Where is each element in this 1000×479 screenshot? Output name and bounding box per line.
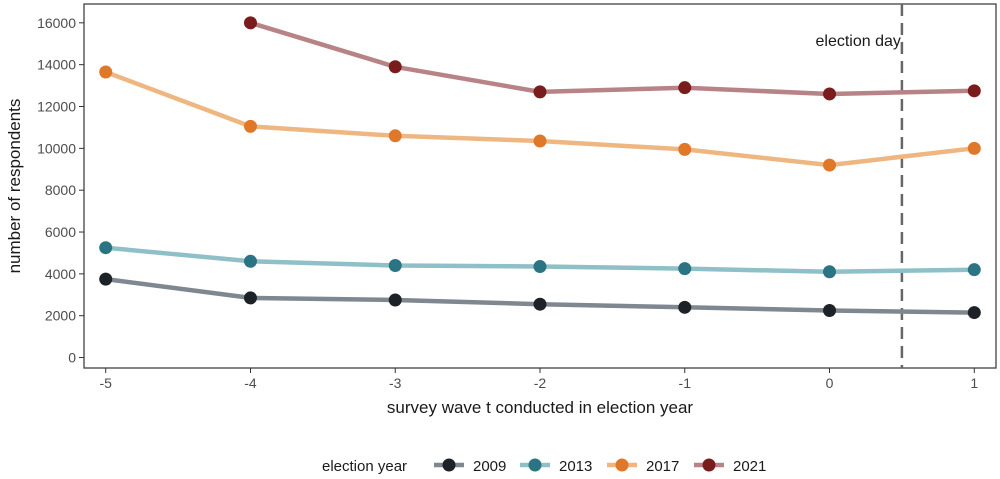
- data-point-2021: [243, 16, 257, 30]
- series-2013: [99, 241, 981, 279]
- x-tick-label: -5: [99, 375, 112, 391]
- y-axis: 0 2000 4000 6000 8000 10000 12000 14000 16000: [37, 15, 84, 366]
- legend-key-point: [702, 458, 716, 472]
- y-tick-label: 2000: [45, 308, 76, 324]
- data-point-2017: [243, 119, 257, 133]
- legend-key-point: [528, 458, 542, 472]
- data-point-2009: [99, 272, 113, 286]
- data-point-2021: [823, 87, 837, 101]
- data-point-2013: [967, 263, 981, 277]
- y-tick-label: 6000: [45, 224, 76, 240]
- y-tick-label: 8000: [45, 182, 76, 198]
- data-point-2021: [678, 81, 692, 95]
- legend: election year 2009 2013 2017 2021: [322, 458, 766, 475]
- x-tick-label: -2: [534, 375, 547, 391]
- y-axis-title: number of respondents: [5, 99, 24, 274]
- legend-label: 2009: [473, 458, 506, 475]
- data-point-2017: [388, 129, 402, 143]
- legend-label: 2017: [646, 458, 679, 475]
- x-tick-label: -4: [244, 375, 257, 391]
- data-point-2013: [243, 254, 257, 268]
- series-2021: [243, 16, 981, 101]
- legend-item-2009: 2009: [434, 458, 506, 475]
- y-tick-label: 4000: [45, 266, 76, 282]
- data-point-2013: [533, 260, 547, 274]
- legend-key-point: [442, 458, 456, 472]
- data-point-2013: [823, 265, 837, 279]
- data-point-2009: [967, 306, 981, 320]
- series-layer: [99, 16, 981, 320]
- series-line-2021: [248, 20, 977, 97]
- y-tick-label: 16000: [37, 15, 76, 31]
- y-tick-label: 12000: [37, 99, 76, 115]
- y-tick-label: 14000: [37, 57, 76, 73]
- legend-title: election year: [322, 458, 407, 475]
- data-point-2017: [678, 142, 692, 156]
- legend-key-point: [615, 458, 629, 472]
- data-point-2021: [388, 60, 402, 74]
- x-axis: -5 -4 -3 -2 -1 0 1: [99, 368, 978, 391]
- election-day-label: election day: [816, 33, 901, 50]
- data-point-2009: [388, 293, 402, 307]
- data-point-2013: [99, 241, 113, 255]
- x-axis-title: survey wave t conducted in election year: [387, 398, 694, 417]
- legend-item-2021: 2021: [694, 458, 766, 475]
- data-point-2013: [388, 258, 402, 272]
- legend-label: 2013: [559, 458, 592, 475]
- legend-label: 2021: [733, 458, 766, 475]
- data-point-2021: [533, 85, 547, 99]
- data-point-2009: [678, 300, 692, 314]
- data-point-2009: [243, 291, 257, 305]
- y-tick-label: 0: [68, 350, 76, 366]
- data-point-2009: [823, 303, 837, 317]
- data-point-2017: [533, 134, 547, 148]
- y-tick-label: 10000: [37, 140, 76, 156]
- x-tick-label: 1: [970, 375, 978, 391]
- data-point-2017: [967, 141, 981, 155]
- series-2017: [99, 65, 981, 172]
- legend-item-2017: 2017: [607, 458, 679, 475]
- data-point-2013: [678, 262, 692, 276]
- data-point-2017: [99, 65, 113, 79]
- x-tick-label: -3: [389, 375, 402, 391]
- x-tick-label: 0: [826, 375, 834, 391]
- panel-border: [83, 3, 997, 369]
- legend-item-2013: 2013: [520, 458, 592, 475]
- data-point-2009: [533, 297, 547, 311]
- data-point-2021: [967, 84, 981, 98]
- x-tick-label: -1: [679, 375, 692, 391]
- data-point-2017: [823, 158, 837, 172]
- series-2009: [99, 272, 981, 320]
